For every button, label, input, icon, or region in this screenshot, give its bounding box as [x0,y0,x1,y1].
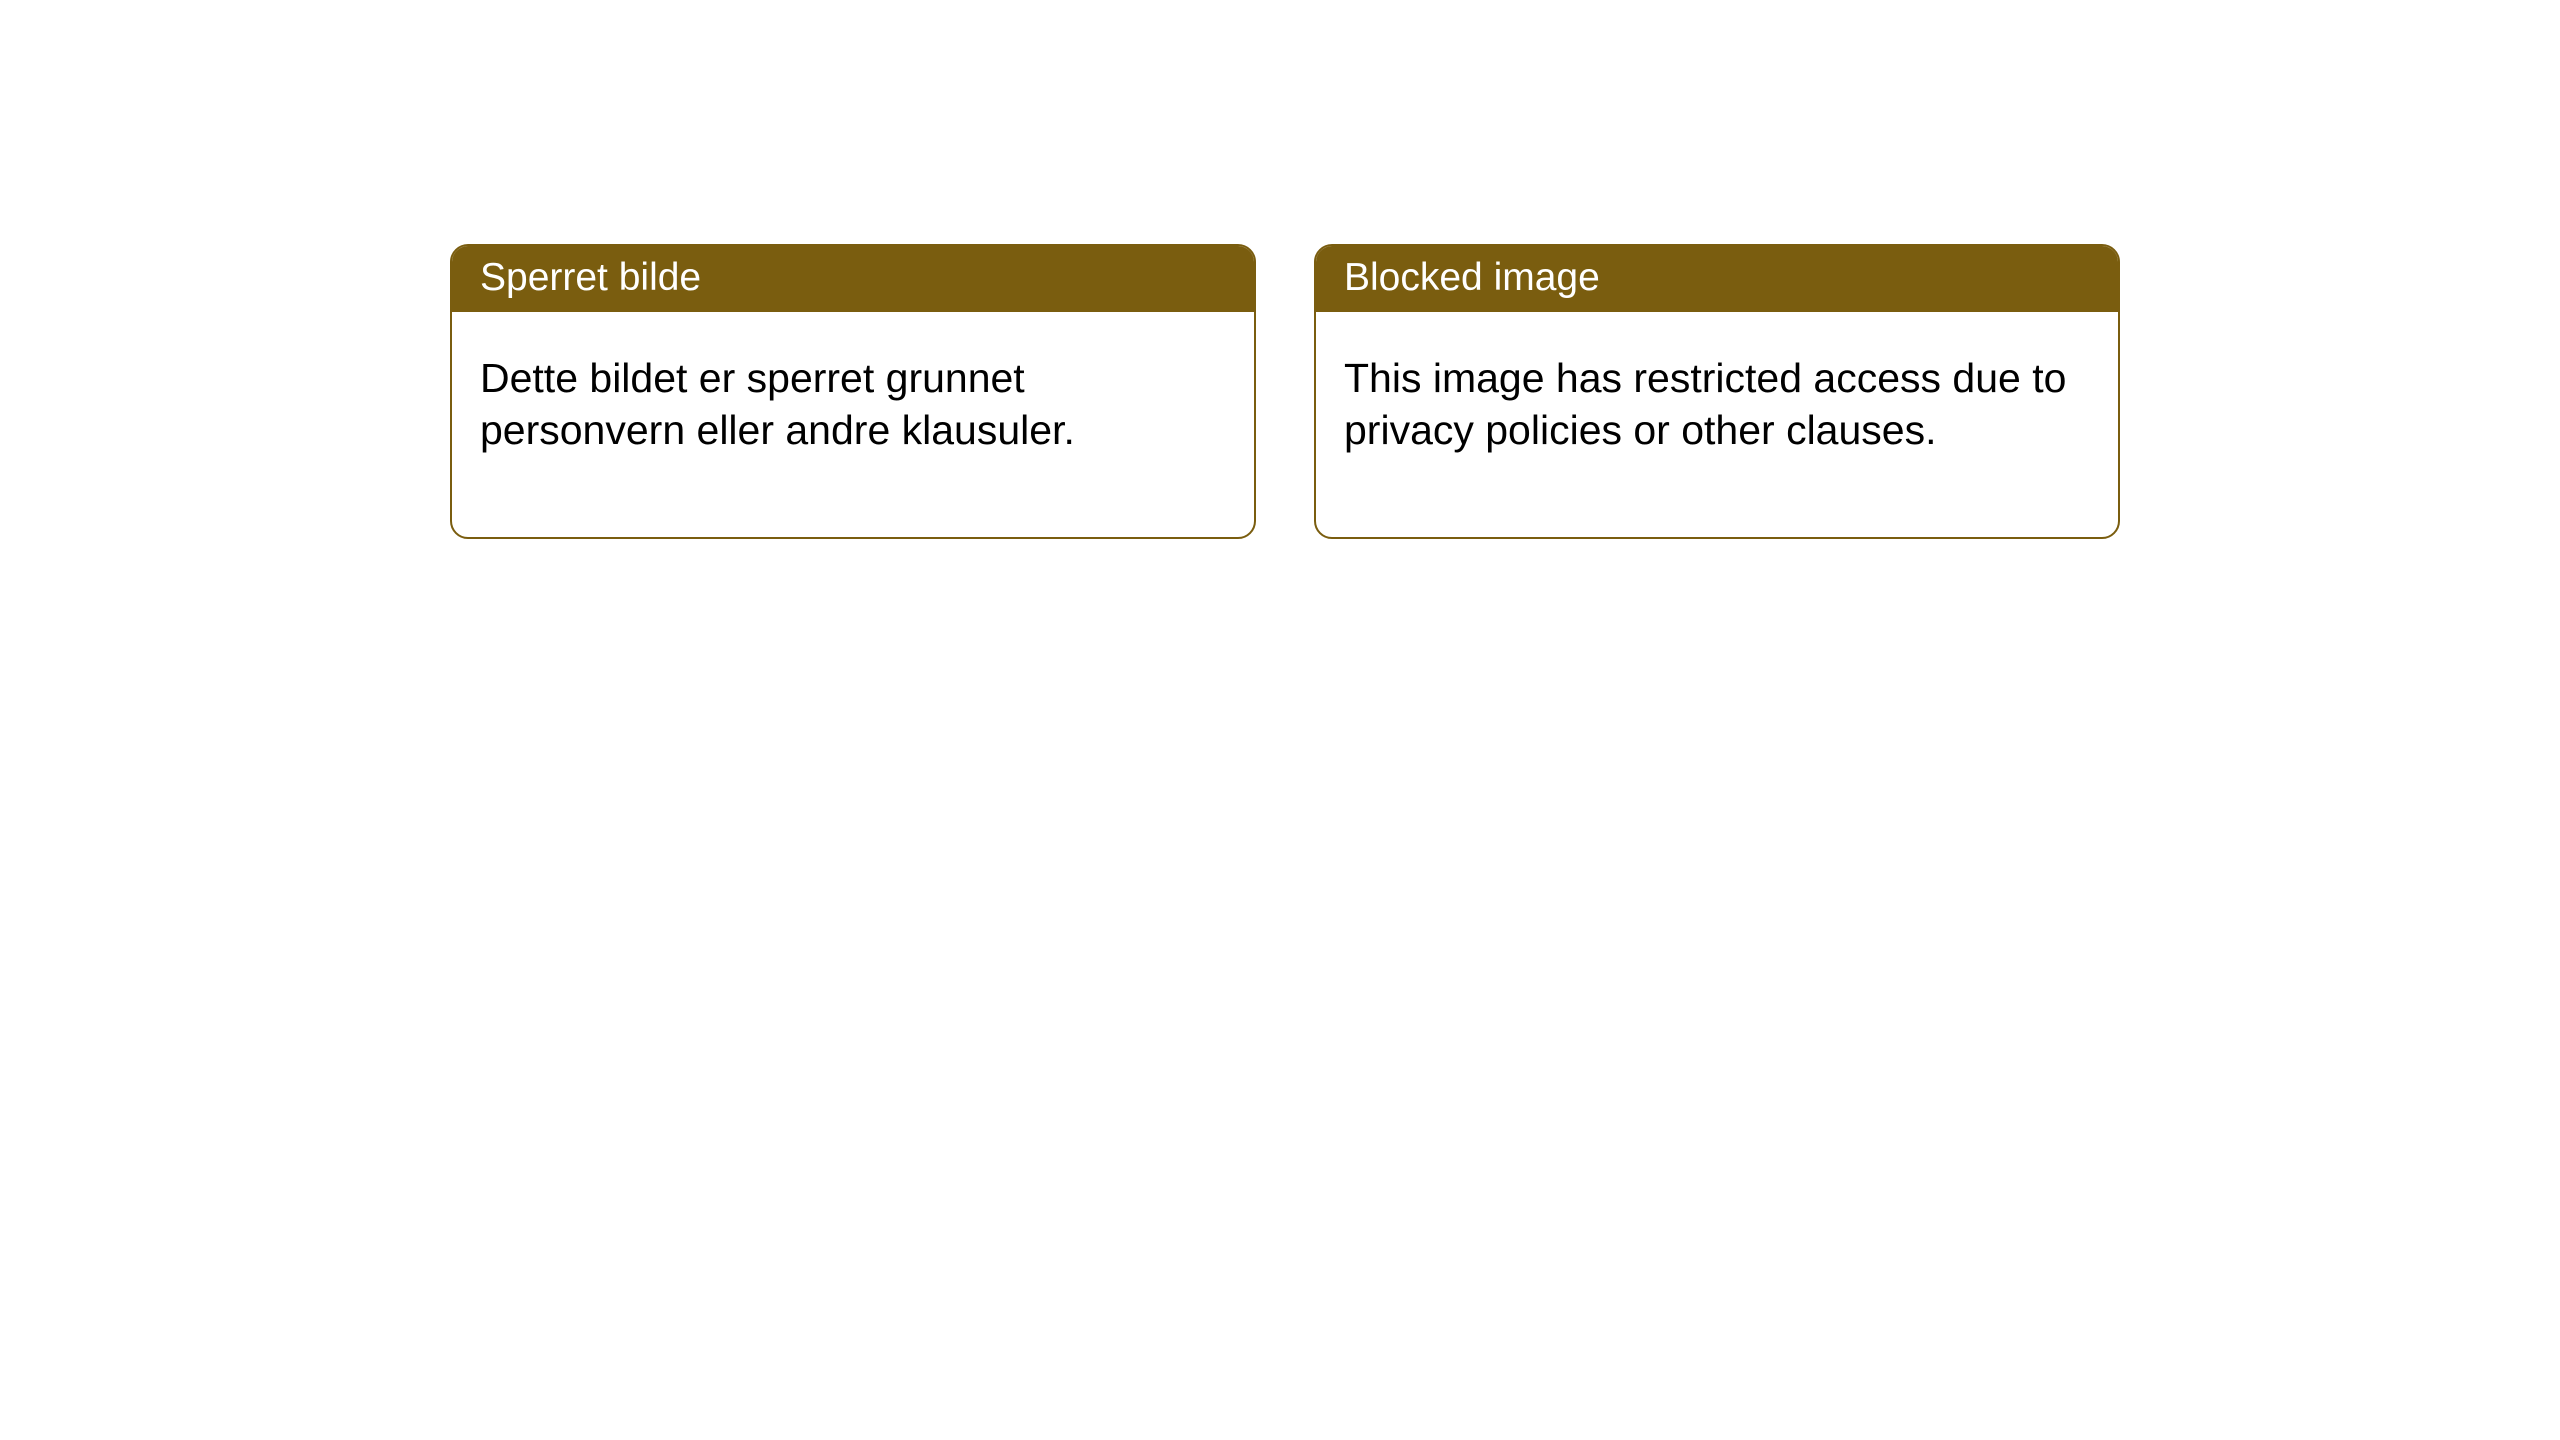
blocked-image-card-en: Blocked image This image has restricted … [1314,244,2120,539]
card-header-no: Sperret bilde [452,246,1254,312]
card-body-en: This image has restricted access due to … [1316,312,2118,537]
blocked-image-card-no: Sperret bilde Dette bildet er sperret gr… [450,244,1256,539]
card-header-en: Blocked image [1316,246,2118,312]
notice-cards-container: Sperret bilde Dette bildet er sperret gr… [0,0,2560,539]
card-body-no: Dette bildet er sperret grunnet personve… [452,312,1254,537]
